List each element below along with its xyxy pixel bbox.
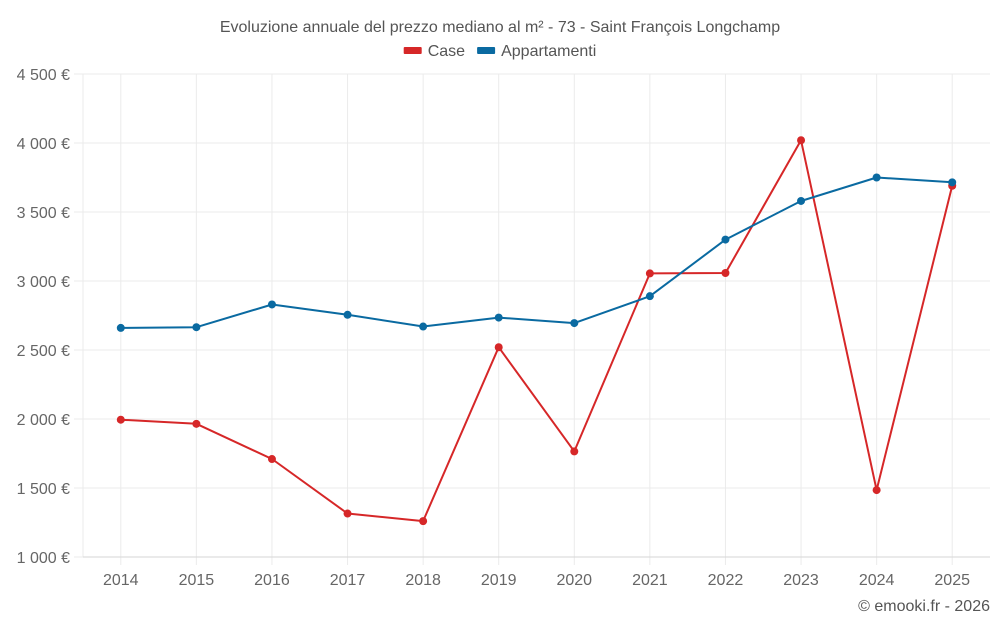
y-gridlines <box>74 73 990 558</box>
data-point-case[interactable] <box>343 509 352 518</box>
y-tick-label: 4 500 € <box>17 67 70 84</box>
credit-text: © emooki.fr - 2026 <box>858 598 990 615</box>
legend-swatch <box>477 47 496 54</box>
x-tick-label: 2018 <box>405 572 441 589</box>
data-point-appartamenti[interactable] <box>343 310 352 319</box>
y-tick-label: 1 000 € <box>17 550 70 567</box>
x-tick-label: 2015 <box>179 572 215 589</box>
data-point-case[interactable] <box>872 486 881 495</box>
series-line-appartamenti <box>120 176 953 329</box>
x-tick-label: 2023 <box>783 572 819 589</box>
data-point-appartamenti[interactable] <box>645 292 654 301</box>
data-point-appartamenti[interactable] <box>419 322 428 331</box>
data-point-appartamenti[interactable] <box>570 319 579 328</box>
data-point-appartamenti[interactable] <box>192 323 201 332</box>
data-point-appartamenti[interactable] <box>872 173 881 182</box>
x-tick-label: 2025 <box>934 572 970 589</box>
legend-item-case[interactable]: Case <box>403 43 465 60</box>
series-line-case <box>120 139 954 523</box>
series-layer <box>116 136 957 526</box>
y-tick-label: 2 500 € <box>17 343 70 360</box>
series-case <box>116 136 957 526</box>
x-tick-label: 2019 <box>481 572 517 589</box>
data-point-case[interactable] <box>797 136 806 145</box>
y-tick-label: 4 000 € <box>17 136 70 153</box>
data-point-appartamenti[interactable] <box>948 178 957 187</box>
x-tick-label: 2022 <box>708 572 744 589</box>
x-axis-ticks: 2014 2015 2016 2017 2018 2019 2020 2021 2022 2023… <box>103 572 970 589</box>
x-tick-label: 2021 <box>632 572 668 589</box>
chart-title: Evoluzione annuale del prezzo mediano al… <box>220 19 780 36</box>
x-gridlines <box>82 74 953 565</box>
y-tick-label: 2 000 € <box>17 412 70 429</box>
y-axis-ticks: 1 000 € 1 500 € 2 000 € 2 500 € 3 000 € 3 500… <box>17 67 70 567</box>
data-point-appartamenti[interactable] <box>116 323 125 332</box>
data-point-appartamenti[interactable] <box>797 196 806 205</box>
legend: Case Appartamenti <box>403 43 596 60</box>
data-point-case[interactable] <box>494 343 503 352</box>
x-tick-label: 2014 <box>103 572 139 589</box>
data-point-case[interactable] <box>721 268 730 277</box>
x-tick-label: 2016 <box>254 572 290 589</box>
data-point-case[interactable] <box>570 447 579 456</box>
data-point-case[interactable] <box>419 517 428 526</box>
x-tick-label: 2017 <box>330 572 366 589</box>
x-tick-label: 2024 <box>859 572 895 589</box>
legend-item-appartamenti[interactable]: Appartamenti <box>477 43 596 60</box>
series-appartamenti <box>116 173 957 332</box>
y-tick-label: 1 500 € <box>17 481 70 498</box>
data-point-appartamenti[interactable] <box>267 300 276 309</box>
data-point-case[interactable] <box>192 419 201 428</box>
data-point-case[interactable] <box>267 455 276 464</box>
y-tick-label: 3 500 € <box>17 205 70 222</box>
data-point-case[interactable] <box>116 415 125 424</box>
data-point-appartamenti[interactable] <box>721 235 730 244</box>
data-point-case[interactable] <box>645 269 654 278</box>
y-tick-label: 3 000 € <box>17 274 70 291</box>
data-point-appartamenti[interactable] <box>494 313 503 322</box>
legend-label: Case <box>428 43 465 60</box>
legend-swatch <box>403 47 422 54</box>
legend-label: Appartamenti <box>501 43 596 60</box>
x-tick-label: 2020 <box>556 572 592 589</box>
